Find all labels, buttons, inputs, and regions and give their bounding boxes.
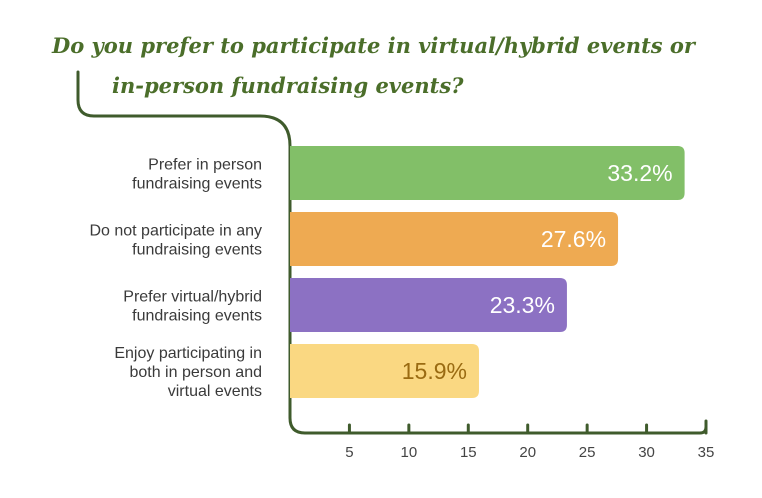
bar xyxy=(290,146,685,200)
category-label: Do not participate in any fundraising eve… xyxy=(89,223,262,259)
category-label-line: fundraising events xyxy=(132,242,262,259)
category-label-line: virtual events xyxy=(168,383,262,400)
chart-title: Do you prefer to participate in virtual/… xyxy=(52,26,695,106)
category-label: Prefer in person fundraising events xyxy=(132,157,262,193)
x-tick-label: 30 xyxy=(638,444,655,461)
x-tick-label: 5 xyxy=(345,444,353,461)
x-tick-label: 20 xyxy=(519,444,536,461)
x-axis-tick-labels: 5 10 15 20 25 30 35 xyxy=(345,444,714,461)
bar-value-label: 23.3% xyxy=(490,292,555,318)
x-tick-label: 35 xyxy=(698,444,715,461)
category-label-line: Enjoy participating in xyxy=(114,345,262,362)
chart-title-line-1: Do you prefer to participate in virtual/… xyxy=(52,33,695,58)
bar-value-label: 33.2% xyxy=(607,160,672,186)
bar xyxy=(290,278,567,332)
category-label: Prefer virtual/hybrid fundraising events xyxy=(123,289,262,325)
category-label-line: Prefer in person xyxy=(148,157,262,174)
category-label-line: Do not participate in any xyxy=(89,223,262,240)
x-axis-tick-marks xyxy=(347,423,708,435)
x-tick-label: 10 xyxy=(401,444,418,461)
bar xyxy=(290,212,619,266)
bars-group: 33.2% 27.6% 23.3% 15.9% xyxy=(290,146,685,398)
chart-title-line-2: in-person fundraising events? xyxy=(112,73,464,98)
category-label-line: fundraising events xyxy=(132,176,262,193)
category-label-line: fundraising events xyxy=(132,308,262,325)
bar-value-label: 15.9% xyxy=(402,358,467,384)
x-tick-label: 25 xyxy=(579,444,596,461)
category-label: Enjoy participating in both in person and… xyxy=(114,345,262,400)
x-tick-label: 15 xyxy=(460,444,477,461)
bar xyxy=(290,344,479,398)
category-label-line: Prefer virtual/hybrid xyxy=(123,289,262,306)
category-label-line: both in person and xyxy=(129,364,262,381)
bar-value-label: 27.6% xyxy=(541,226,606,252)
